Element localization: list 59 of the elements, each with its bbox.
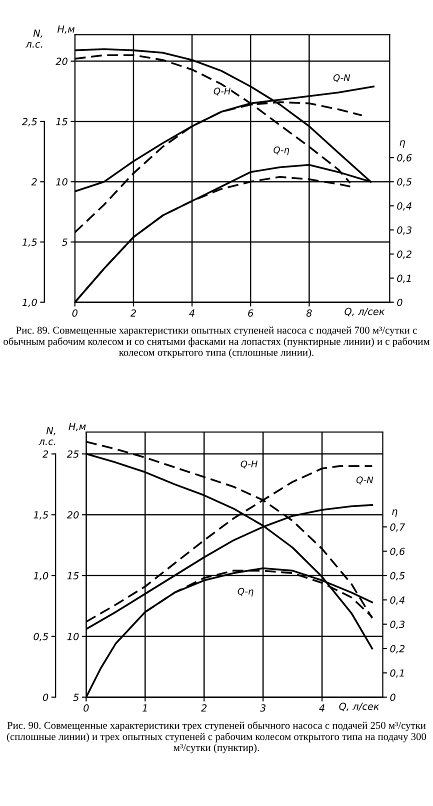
- x-tick-label: 4: [319, 704, 324, 712]
- y2-tick-label: 0,7: [390, 523, 406, 532]
- y3-tick-label: 0: [42, 694, 48, 702]
- text: Рис. 89. Совмещенные характеристики опытных ступеней насоса с подачей 700 м³/сутки с обычным рабочим колесом и со снятыми фасками на лопастях (пунктирные линии) и с рабочим колесом открытого типа (сплошные линии).: [4, 326, 430, 358]
- y2-tick-label: 0,4: [390, 596, 404, 605]
- y-tick-label: 5: [73, 694, 79, 702]
- y2-tick-label: 0,5: [390, 572, 405, 580]
- y2-tick-label: 0,5: [397, 178, 412, 187]
- y-tick-label: 15: [67, 572, 79, 580]
- y-tick-label: 20: [56, 58, 68, 66]
- y2-tick-label: 0,3: [397, 226, 412, 235]
- y3-tick-label: 2: [31, 178, 37, 186]
- y2-tick-label: 0,2: [397, 250, 412, 259]
- annotation: Q-η: [274, 146, 290, 156]
- y2-tick-label: 0,4: [397, 202, 412, 211]
- y2-axis-title: η: [392, 509, 398, 517]
- x-tick-label: 6: [248, 309, 254, 317]
- y3-axis-title: N, л.с.: [38, 427, 56, 446]
- y2-tick-label: 0: [397, 298, 402, 306]
- text: Рис. 90. Совмещенные характеристики трех ступеней обычного насоса с подачей 250 м³/сутки (сплошные линии) и трех опытных ступеней с рабочим колесом открытого типа на подачу 300 м³/сутки (пунктир).: [7, 721, 426, 754]
- y3-tick-label: 1,5: [34, 511, 48, 520]
- x-axis-title: Q, л/сек: [339, 702, 380, 712]
- y-tick-label: 5: [62, 238, 68, 246]
- annotation: Q-N: [356, 476, 374, 484]
- x-tick-label: 4: [189, 309, 194, 317]
- y3-axis-title: N, л.с.: [26, 30, 42, 48]
- annotation: Q-N: [333, 74, 350, 82]
- x-tick-label: 2: [130, 309, 136, 317]
- y2-axis-title: η: [400, 140, 405, 148]
- y-axis-title: H,м: [68, 422, 86, 432]
- x-tick-label: 0: [72, 309, 78, 317]
- y2-tick-label: 0,1: [390, 669, 404, 678]
- y3-tick-label: 1,0: [22, 298, 37, 308]
- y3-tick-label: 1,0: [34, 572, 48, 580]
- y2-tick-label: 0,3: [390, 620, 405, 630]
- y-tick-label: 15: [56, 118, 68, 126]
- y-tick-label: 20: [66, 511, 79, 519]
- x-tick-label: 1: [142, 704, 147, 712]
- y3-tick-label: 2: [42, 450, 48, 458]
- x-tick-label: 3: [260, 704, 266, 712]
- x-tick-label: 0: [84, 704, 89, 712]
- y2-tick-label: 0,1: [397, 274, 411, 283]
- y3-tick-label: 0,5: [34, 632, 48, 642]
- y2-tick-label: 0,6: [397, 154, 412, 162]
- annotation: Q-H: [240, 460, 258, 468]
- y-tick-label: 10: [67, 632, 79, 640]
- y2-tick-label: 0,2: [390, 645, 405, 654]
- annotation: Q-H: [214, 88, 230, 96]
- annotation: Q-η: [238, 588, 254, 596]
- x-axis-title: Q, л/сек: [344, 308, 385, 316]
- y3-tick-label: 1,5: [22, 238, 37, 247]
- x-tick-label: 8: [306, 309, 312, 317]
- y3-tick-label: 2,5: [22, 118, 37, 126]
- y-axis-title: H,м: [57, 26, 75, 34]
- y-tick-label: 10: [56, 178, 68, 186]
- y-tick-label: 25: [66, 450, 79, 458]
- y2-tick-label: 0: [390, 694, 396, 702]
- x-tick-label: 2: [201, 704, 207, 712]
- y2-tick-label: 0,6: [390, 548, 405, 556]
